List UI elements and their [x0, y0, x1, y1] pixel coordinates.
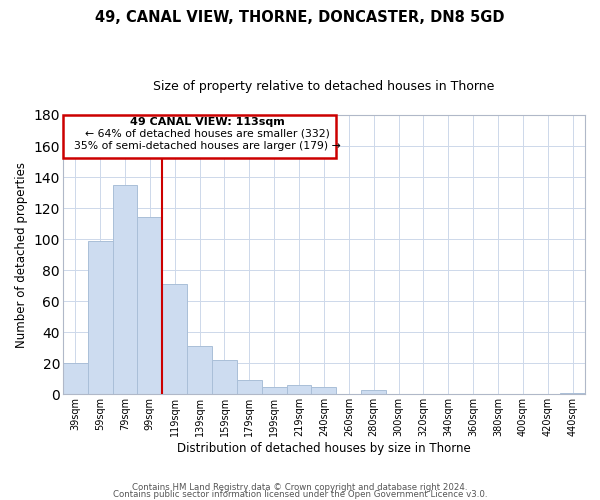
Bar: [113, 185, 137, 394]
Bar: [560, 393, 585, 394]
Title: Size of property relative to detached houses in Thorne: Size of property relative to detached ho…: [153, 80, 494, 93]
Text: 49 CANAL VIEW: 113sqm: 49 CANAL VIEW: 113sqm: [130, 117, 284, 127]
X-axis label: Distribution of detached houses by size in Thorne: Distribution of detached houses by size …: [177, 442, 471, 455]
Bar: [237, 380, 262, 394]
Text: 35% of semi-detached houses are larger (179) →: 35% of semi-detached houses are larger (…: [74, 141, 340, 151]
Text: Contains HM Land Registry data © Crown copyright and database right 2024.: Contains HM Land Registry data © Crown c…: [132, 484, 468, 492]
Y-axis label: Number of detached properties: Number of detached properties: [15, 162, 28, 348]
Text: 49, CANAL VIEW, THORNE, DONCASTER, DN8 5GD: 49, CANAL VIEW, THORNE, DONCASTER, DN8 5…: [95, 10, 505, 25]
Bar: [63, 115, 337, 158]
Bar: [262, 386, 287, 394]
Bar: [88, 240, 113, 394]
Bar: [361, 390, 386, 394]
Text: ← 64% of detached houses are smaller (332): ← 64% of detached houses are smaller (33…: [85, 128, 329, 138]
Bar: [311, 386, 337, 394]
Bar: [212, 360, 237, 394]
Bar: [287, 385, 311, 394]
Text: Contains public sector information licensed under the Open Government Licence v3: Contains public sector information licen…: [113, 490, 487, 499]
Bar: [137, 218, 162, 394]
Bar: [187, 346, 212, 395]
Bar: [63, 364, 88, 394]
Bar: [162, 284, 187, 395]
